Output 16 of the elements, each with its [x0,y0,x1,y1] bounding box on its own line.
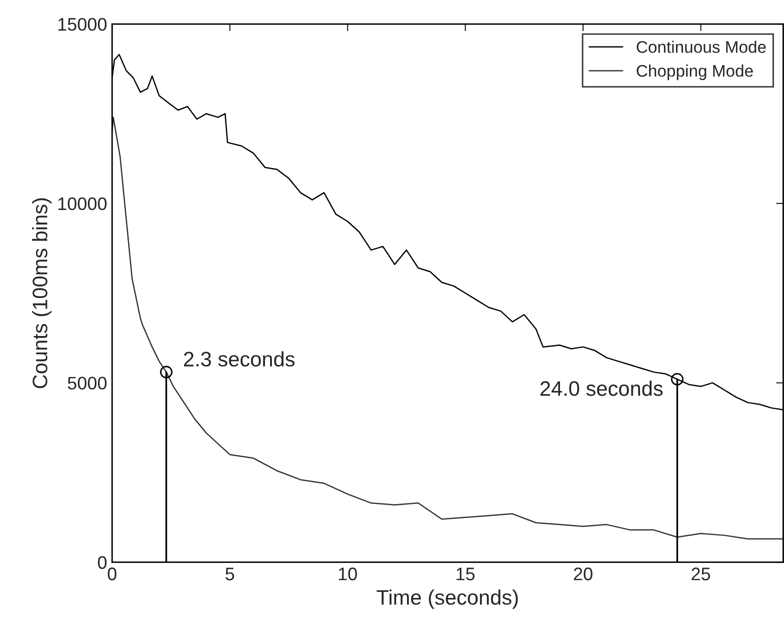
x-tick-label: 10 [338,568,357,580]
x-tick-label: 20 [574,568,592,580]
x-tick-label: 15 [456,568,475,580]
y-tick-label: 15000 [58,18,107,31]
annotation: 24.0 seconds [540,380,663,396]
legend-label: Chopping Mode [636,64,753,80]
legend-label: Continuous Mode [636,40,766,53]
x-tick-label: 5 [226,568,234,580]
y-tick-label: 5000 [68,376,107,390]
x-tick-label: 0 [108,568,116,580]
y-axis-title: Counts (100ms bins) [32,198,52,388]
y-tick-label: 10000 [58,197,107,210]
x-tick-label: 25 [692,568,710,580]
x-axis-title: Time (seconds) [376,589,518,609]
y-tick-label: 0 [98,556,107,569]
annotation: 2.3 seconds [184,351,295,367]
